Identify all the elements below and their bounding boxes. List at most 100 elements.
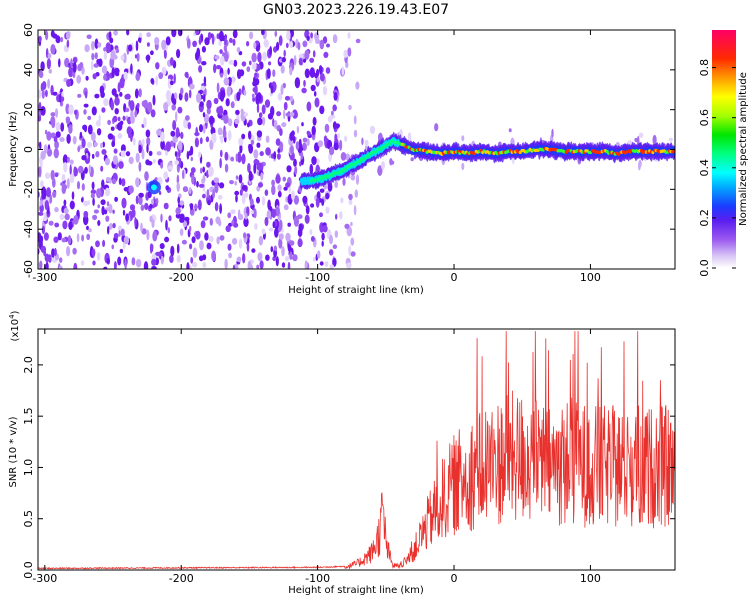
colorbar-tick-label: 0.2	[698, 209, 711, 227]
spectrogram-cell	[77, 93, 82, 98]
spectrogram-cell	[283, 186, 288, 191]
spectrogram-cell	[211, 33, 215, 45]
spectrogram-cell	[224, 69, 228, 80]
spectrogram-cell	[130, 63, 133, 74]
spectrogram-cell	[106, 257, 111, 265]
spectrogram-cell	[256, 264, 260, 269]
spectrogram-cell	[177, 106, 183, 114]
spectrogram-cell	[337, 132, 340, 139]
y-tick-label: -60	[22, 260, 35, 278]
spectrogram-cell	[146, 54, 150, 64]
spectrogram-cell	[90, 131, 96, 142]
spectrogram-cell	[304, 214, 310, 224]
spectrogram-cell	[103, 50, 108, 61]
spectrogram-cell	[195, 30, 200, 36]
spectrogram-cell	[65, 116, 71, 125]
snr-series-line	[38, 331, 675, 570]
spectrogram-cell	[202, 166, 205, 173]
spectrogram-cell	[152, 230, 158, 242]
spectrogram-cell	[175, 111, 178, 122]
spectrogram-cell	[157, 251, 163, 257]
spectrogram-cell	[104, 157, 110, 166]
spectrogram-cell	[272, 69, 276, 77]
spectrogram-cell	[153, 159, 156, 164]
spectrogram-cell	[146, 229, 150, 241]
spectrogram-cell	[227, 130, 232, 141]
spectrogram-cell	[66, 156, 70, 163]
spectrogram-cell	[208, 166, 214, 177]
spectrogram-cell	[227, 212, 232, 219]
spectrogram-cell	[309, 163, 314, 175]
spectrogram-cell	[40, 180, 44, 188]
spectrogram-cell	[244, 212, 248, 220]
spectrogram-cell	[289, 240, 295, 246]
spectrogram-cell	[262, 51, 267, 62]
spectrogram-cell	[297, 214, 303, 220]
spectrogram-cell	[214, 55, 220, 60]
spectrogram-cell	[158, 191, 162, 195]
spectrogram-cell	[113, 30, 118, 36]
x-tick-label: 0	[451, 271, 458, 284]
spectrogram-cell	[81, 155, 87, 161]
spectrogram-cell	[150, 78, 155, 84]
y-tick-label: 60	[22, 23, 35, 37]
spectrogram-cell	[274, 30, 278, 37]
spectrogram-cell	[243, 217, 249, 228]
spectrogram-cell	[100, 91, 105, 98]
spectrogram-cell	[324, 123, 330, 133]
spectrogram-cell	[76, 233, 80, 243]
spectrogram-cell	[208, 115, 215, 125]
spectrogram-cell	[344, 135, 348, 142]
spectrogram-cell	[280, 65, 285, 74]
spectrogram-cell	[95, 120, 101, 127]
y-tick-label: 40	[22, 63, 35, 77]
spectrogram-cell	[46, 187, 51, 198]
spectrogram-cell	[309, 57, 315, 63]
spectrogram-cell	[156, 129, 162, 136]
spectrogram-cell	[206, 242, 212, 250]
spectrogram-cell	[188, 89, 192, 99]
snr-xlabel: Height of straight line (km)	[288, 585, 424, 596]
spectrogram-cell	[61, 237, 67, 243]
spectrogram-cell	[117, 116, 121, 122]
spectrogram-cell	[201, 46, 206, 53]
spectrogram-cell	[44, 129, 48, 135]
spectrogram-cell	[129, 100, 135, 112]
spectrogram-cell	[135, 40, 139, 52]
spectrogram-cell	[274, 228, 279, 238]
spectrogram-cell	[181, 239, 187, 245]
spectrogram-cell	[156, 151, 162, 156]
spectrogram-cell	[165, 185, 170, 191]
spectrogram-cell	[242, 253, 246, 264]
spectrogram-cell	[281, 122, 287, 128]
spectrogram-cell	[434, 123, 439, 132]
spectrogram-cell	[38, 35, 42, 43]
spectrogram-cell	[43, 144, 48, 154]
spectrogram-cell	[261, 104, 266, 115]
spectrogram-cell	[54, 172, 59, 178]
spectrogram-cell	[256, 196, 260, 204]
spectrogram-cell	[257, 52, 262, 63]
spectrogram-cell	[295, 141, 300, 151]
spectrogram-cell	[61, 184, 67, 195]
spectrogram-cell	[261, 196, 266, 206]
spectrogram-cell	[309, 67, 315, 78]
spectrogram-cell	[189, 243, 193, 250]
chart-title: GN03.2023.226.19.43.E07	[262, 2, 450, 18]
spectrogram-cell	[38, 101, 42, 113]
spectrogram-cell	[333, 106, 337, 111]
spectrogram-cell	[213, 63, 217, 74]
spectrogram-cell	[41, 89, 45, 99]
spectrogram-cell	[237, 213, 244, 221]
spectrogram-cell	[134, 54, 138, 59]
spectrogram-cell	[130, 108, 134, 120]
spectrogram-cell	[135, 195, 139, 205]
spectrogram-cell	[280, 84, 284, 95]
spectrogram-cell	[110, 99, 114, 111]
spectrogram-cell	[285, 42, 289, 49]
spectrogram-cell	[83, 214, 89, 226]
spectrogram-cell	[293, 158, 297, 167]
spectrogram-cell	[225, 98, 230, 107]
spectrogram-cell	[51, 119, 56, 129]
